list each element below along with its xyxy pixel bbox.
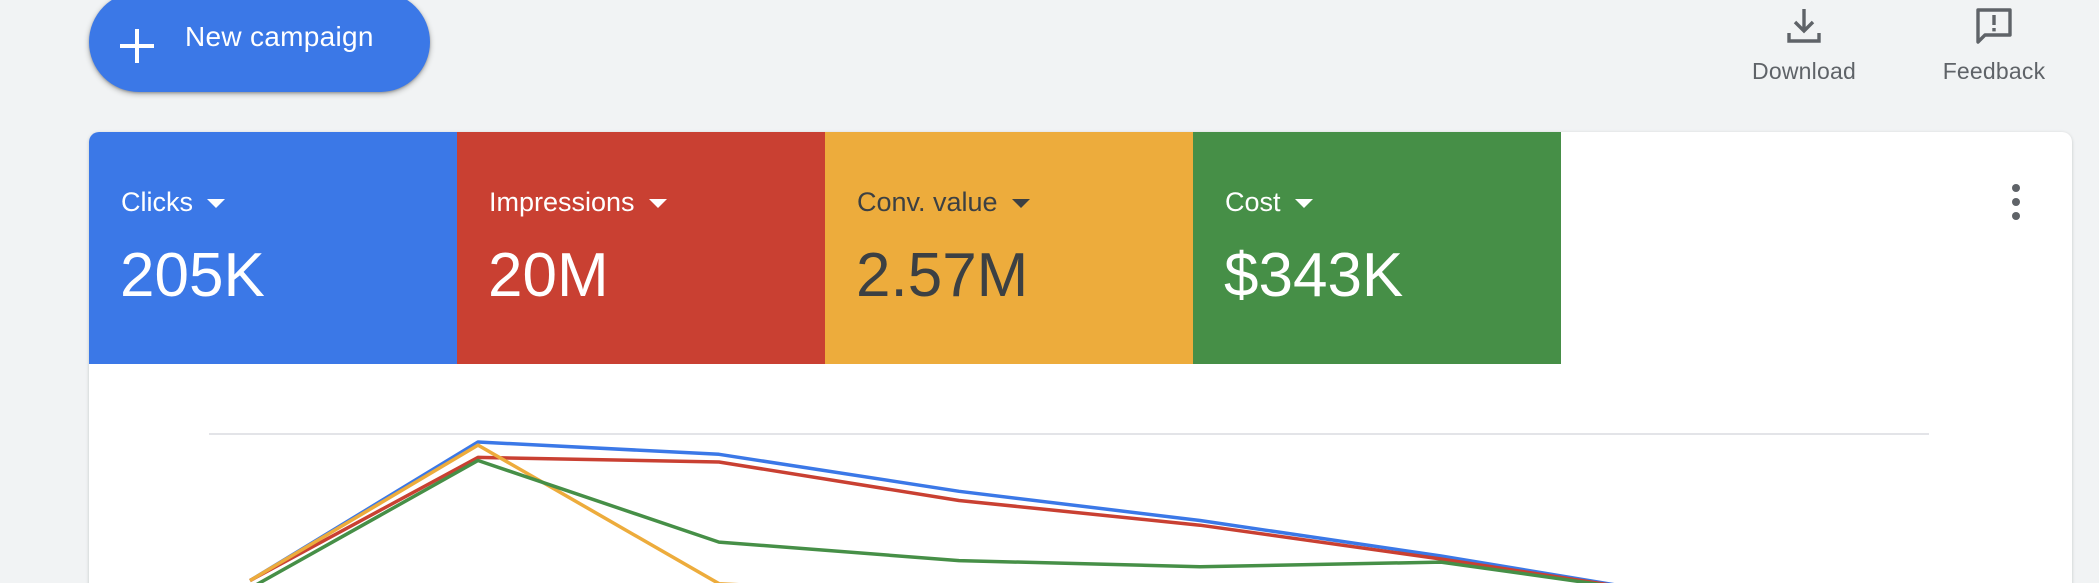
metric-label-cost: Cost [1225,187,1281,217]
series-line-3 [255,458,1603,583]
download-icon [1787,9,1821,43]
download-button[interactable]: Download [1729,0,1879,100]
performance-card: Clicks 205K Impressions 20M Conv. value … [89,132,2072,583]
feedback-button[interactable]: Feedback [1919,0,2069,100]
metric-value-cost: $343K [1224,241,1404,310]
download-label: Download [1752,58,1856,84]
metric-label-clicks: Clicks [121,187,193,217]
metric-card-cost[interactable]: Cost $343K [1193,132,1561,364]
metric-value-clicks: 205K [120,241,265,310]
more-vert-icon[interactable] [2006,184,2026,228]
metric-value-conv-value: 2.57M [856,241,1029,310]
metric-card-conv-value[interactable]: Conv. value 2.57M [825,132,1193,364]
metric-label-conv-value: Conv. value [857,187,998,217]
new-campaign-button[interactable]: New campaign [89,0,430,92]
metric-card-clicks[interactable]: Clicks 205K [89,132,457,364]
metric-card-impressions[interactable]: Impressions 20M [457,132,825,364]
dropdown-arrow-icon [207,198,225,208]
metric-selector-impressions[interactable]: Impressions [489,186,667,218]
plus-icon [120,29,154,63]
dropdown-arrow-icon [648,198,667,208]
metric-label-impressions: Impressions [489,187,635,217]
new-campaign-label: New campaign [185,21,374,52]
metric-selector-clicks[interactable]: Clicks [121,186,225,218]
metric-selector-conv-value[interactable]: Conv. value [857,186,1030,218]
feedback-label: Feedback [1942,58,2046,84]
series-line-0 [249,440,1615,583]
metric-selector-cost[interactable]: Cost [1225,186,1313,218]
metric-value-impressions: 20M [488,241,609,310]
dropdown-arrow-icon [1011,198,1030,208]
dropdown-arrow-icon [1294,198,1313,208]
series-line-1 [249,455,1609,583]
series-line-2 [249,443,740,583]
feedback-icon [1976,8,2012,44]
performance-line-chart [209,433,1929,583]
